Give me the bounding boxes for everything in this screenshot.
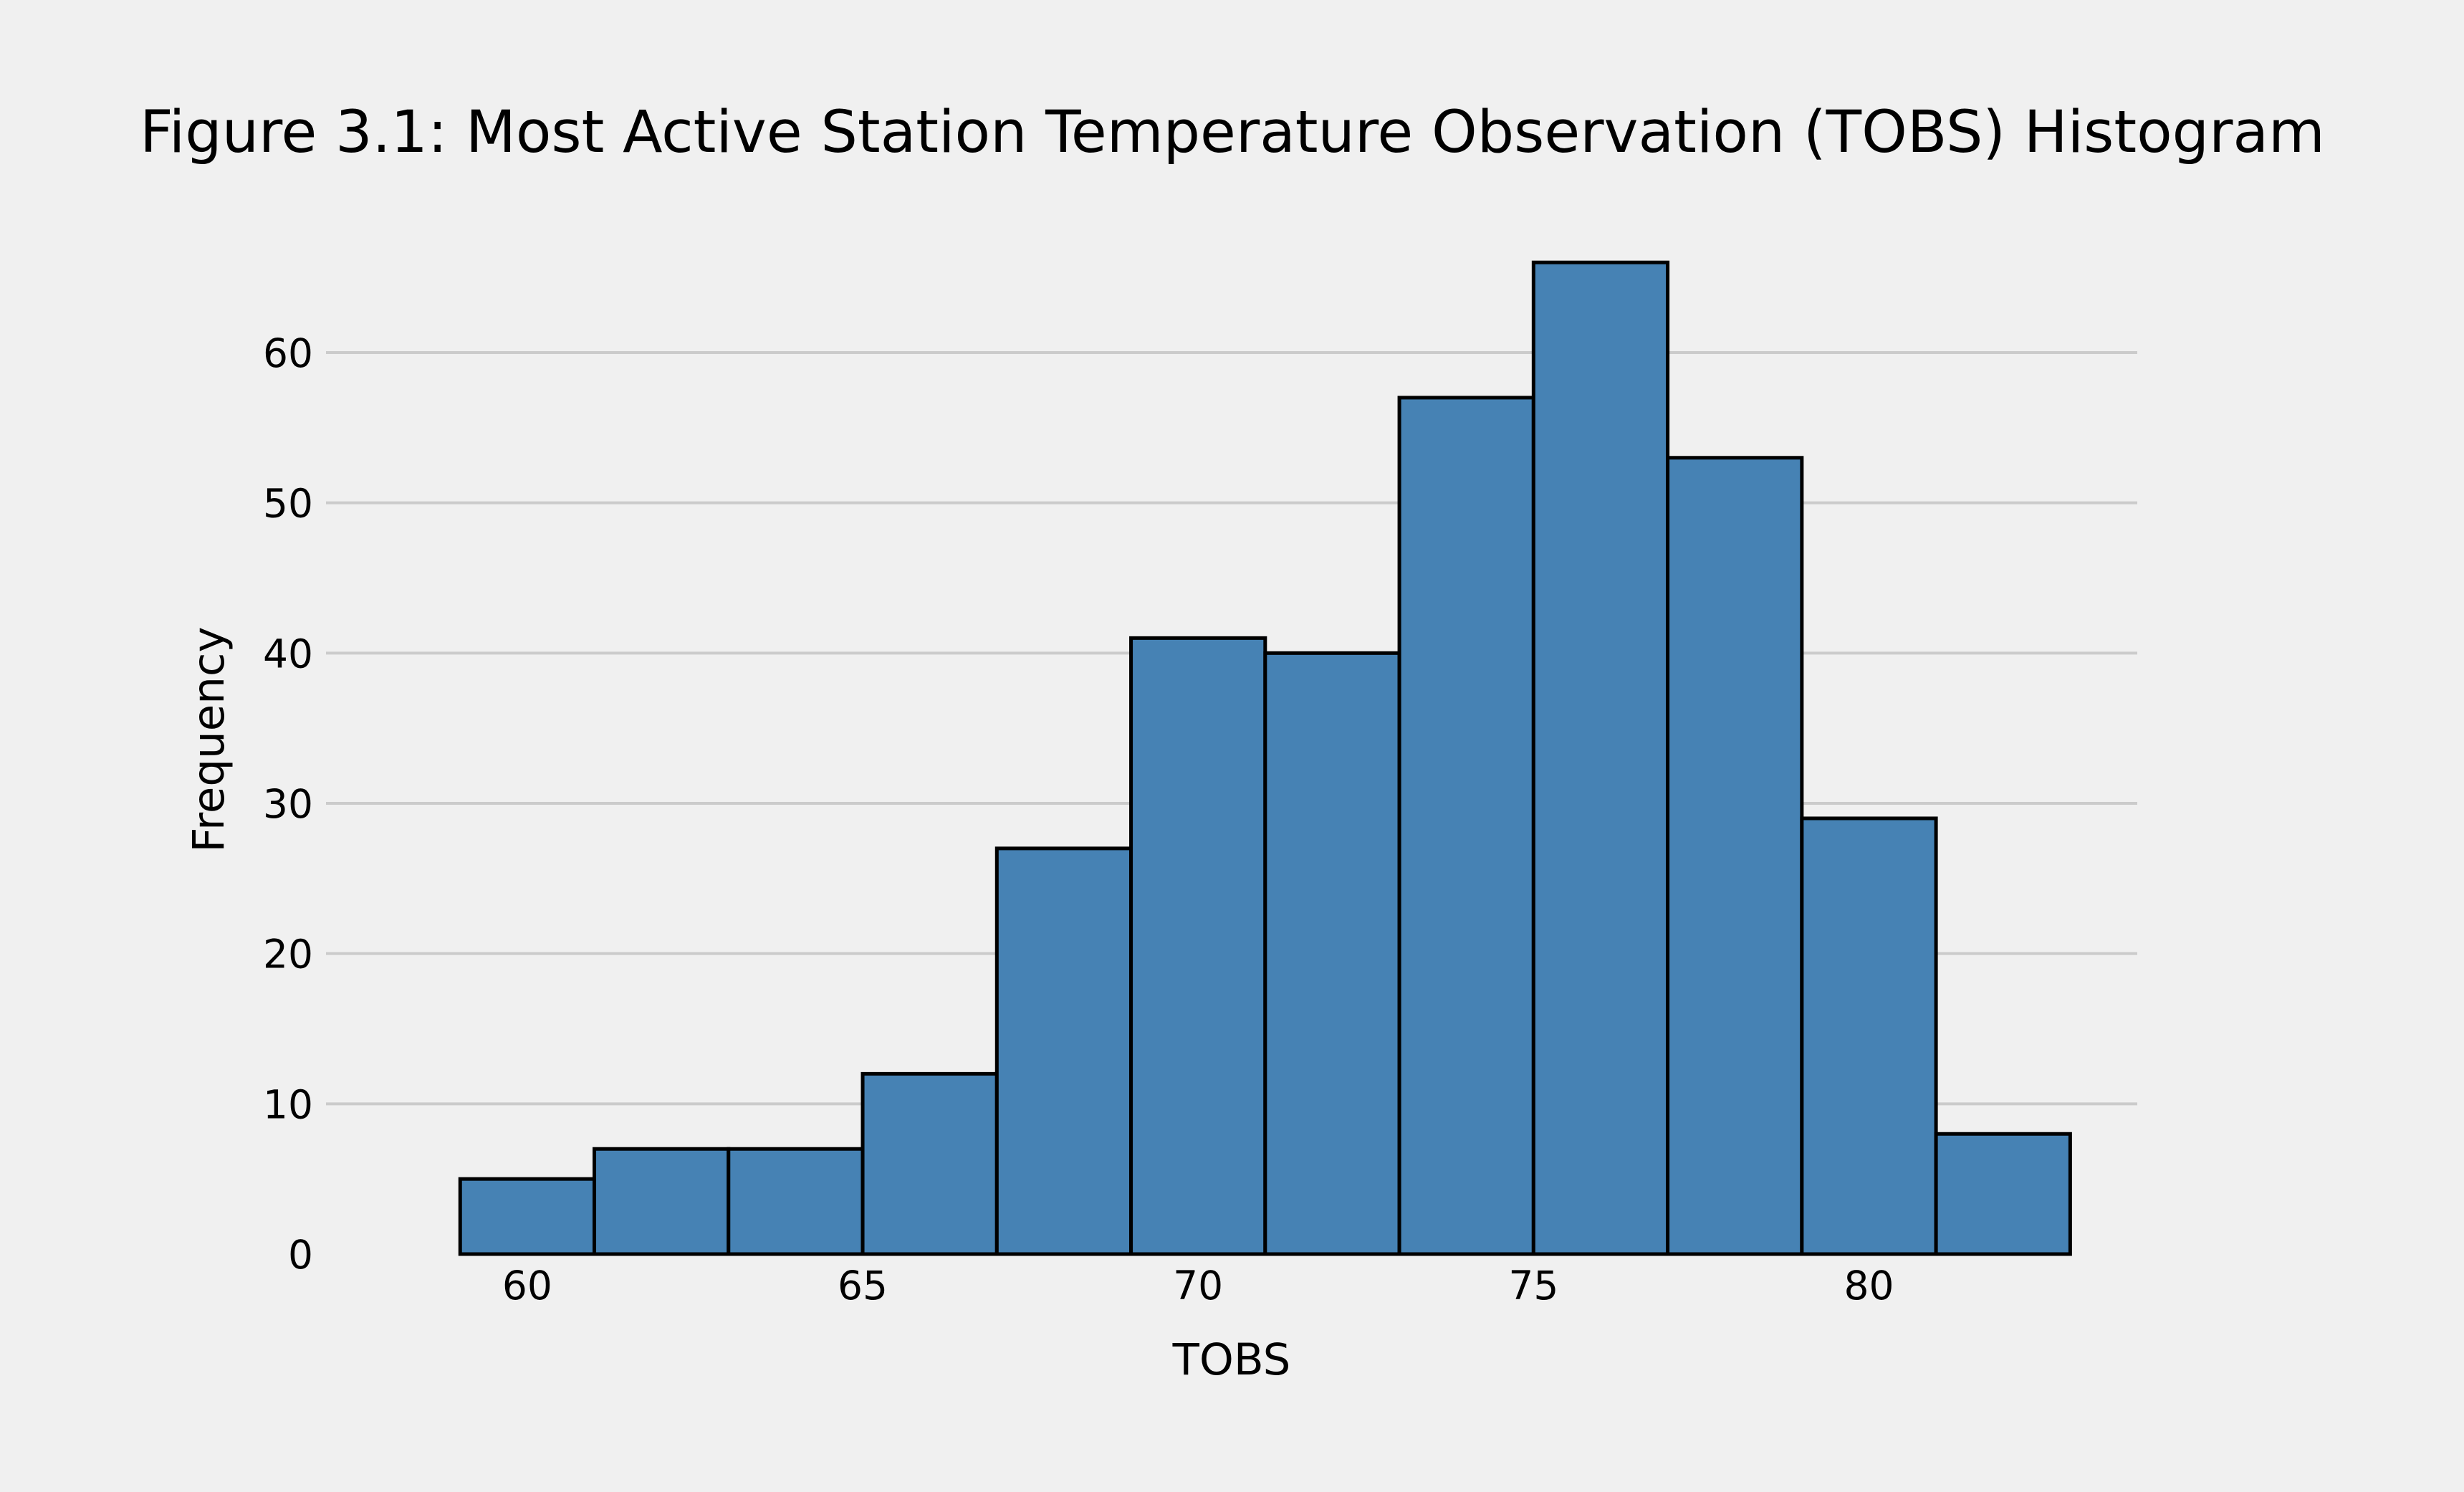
y-tick-label: 30	[263, 781, 313, 827]
histogram-bar	[1934, 1132, 2072, 1256]
histogram-bar	[458, 1177, 597, 1256]
histogram-bar	[994, 846, 1133, 1256]
y-axis-label: Frequency	[183, 626, 234, 852]
y-tick-labels: 0 10 20 30 40 50 60	[263, 330, 313, 1278]
x-tick-labels: 60 65 70 75 80	[502, 1263, 1894, 1309]
histogram-bar	[1800, 816, 1938, 1256]
y-tick-label: 40	[263, 631, 313, 676]
x-tick-label: 75	[1508, 1263, 1558, 1309]
histogram-bar	[593, 1147, 731, 1256]
histogram-bar	[1531, 260, 1670, 1256]
y-tick-label: 60	[263, 330, 313, 376]
y-tick-label: 10	[263, 1081, 313, 1127]
histogram-bar	[1666, 456, 1804, 1256]
histogram-bar	[1263, 651, 1401, 1256]
x-axis-label: TOBS	[1172, 1334, 1291, 1385]
histogram-bar	[861, 1071, 999, 1256]
histogram-bar	[1129, 636, 1267, 1256]
x-tick-label: 65	[838, 1263, 888, 1309]
y-tick-label: 0	[288, 1232, 313, 1278]
histogram-bar	[1397, 396, 1535, 1256]
chart-title: Figure 3.1: Most Active Station Temperat…	[140, 99, 2325, 166]
y-tick-label: 50	[263, 481, 313, 527]
histogram-bars	[458, 260, 2072, 1256]
histogram-bar	[727, 1147, 865, 1256]
x-tick-label: 60	[502, 1263, 552, 1309]
x-tick-label: 70	[1173, 1263, 1223, 1309]
x-tick-label: 80	[1844, 1263, 1894, 1309]
y-tick-label: 20	[263, 932, 313, 977]
